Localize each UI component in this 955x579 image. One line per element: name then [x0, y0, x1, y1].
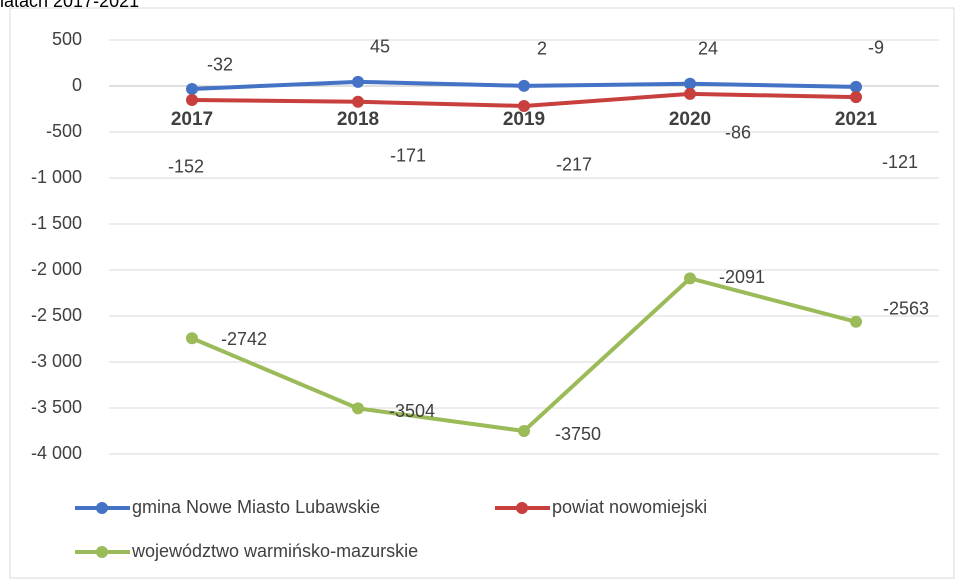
- y-tick-label: 0: [72, 75, 82, 95]
- x-tick-label: 2020: [669, 109, 711, 130]
- point: [518, 99, 530, 112]
- point: [850, 91, 862, 104]
- y-tick-label: -1 500: [31, 213, 82, 233]
- point: [186, 332, 198, 345]
- point: [352, 402, 364, 415]
- y-tick-label: -3 500: [31, 397, 82, 417]
- data-label: 45: [370, 37, 390, 57]
- point: [518, 79, 530, 92]
- data-label: -2091: [719, 267, 765, 287]
- y-tick-label: -2 000: [31, 259, 82, 279]
- y-tick-label: -2 500: [31, 305, 82, 325]
- legend-marker: [96, 546, 108, 558]
- chart-title: latach 2017-2021: [0, 0, 139, 11]
- chart-frame: [9, 7, 955, 579]
- point: [684, 87, 696, 100]
- data-label: -171: [390, 145, 426, 165]
- data-label: -32: [207, 55, 233, 75]
- legend-label: województwo warmińsko-mazurskie: [131, 541, 418, 561]
- point: [684, 272, 696, 285]
- x-tick-label: 2021: [835, 109, 878, 130]
- data-label: -3750: [555, 424, 601, 444]
- y-tick-label: -4 000: [31, 443, 82, 463]
- point: [850, 315, 862, 328]
- data-label: 2: [537, 39, 547, 59]
- data-label: -2563: [883, 299, 929, 319]
- y-tick-label: -3 000: [31, 351, 82, 371]
- legend-label: powiat nowomiejski: [552, 497, 707, 517]
- point: [684, 77, 696, 90]
- point: [186, 93, 198, 106]
- x-tick-label: 2017: [171, 109, 213, 130]
- data-label: -217: [556, 155, 592, 175]
- point: [186, 82, 198, 95]
- data-label: -9: [868, 38, 884, 58]
- point: [518, 425, 530, 437]
- data-label: -86: [725, 123, 751, 143]
- data-label: -2742: [221, 329, 267, 349]
- data-label: -121: [882, 152, 918, 172]
- legend-marker: [516, 502, 528, 514]
- data-label: -152: [168, 157, 204, 177]
- point: [352, 75, 364, 88]
- point: [850, 80, 862, 93]
- point: [352, 95, 364, 108]
- data-label: 24: [698, 39, 718, 59]
- data-label: -3504: [389, 401, 435, 421]
- x-tick-label: 2019: [503, 109, 545, 130]
- legend-marker: [96, 502, 108, 514]
- x-tick-label: 2018: [337, 109, 379, 130]
- legend-label: gmina Nowe Miasto Lubawskie: [132, 497, 380, 517]
- y-tick-label: -1 000: [31, 167, 82, 187]
- y-tick-label: 500: [52, 29, 82, 49]
- y-tick-label: -500: [46, 121, 82, 141]
